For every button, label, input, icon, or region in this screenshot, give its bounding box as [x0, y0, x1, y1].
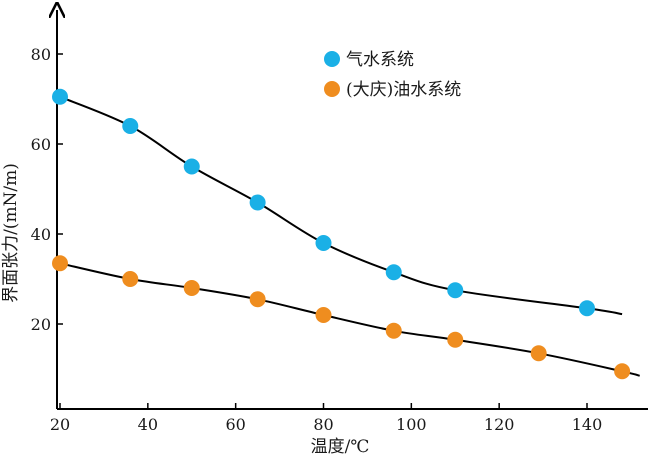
- series-1: [52, 88, 623, 317]
- y-tick-label: 20: [31, 315, 51, 334]
- series-2-point: [122, 271, 139, 287]
- series-2-point: [447, 331, 464, 348]
- y-tick-label: 60: [31, 135, 51, 154]
- series-1-point: [183, 158, 200, 175]
- ticks: 20 40 60 80 100 120 140 20 40 60 80: [31, 45, 603, 434]
- series-2-point: [385, 322, 402, 339]
- legend-label-2: (大庆)油水系统: [346, 80, 461, 100]
- series-2-point: [315, 307, 332, 323]
- series-2-point: [614, 363, 631, 380]
- series-1-point: [249, 194, 266, 211]
- series-1-point: [52, 88, 68, 105]
- legend-label-1: 气水系统: [346, 50, 414, 70]
- y-axis-title: 界面张力/(mN/m): [1, 163, 21, 303]
- series-2: [52, 255, 640, 380]
- series-1-point: [385, 264, 402, 281]
- series-2-line: [59, 262, 640, 377]
- series-2-point: [183, 280, 200, 296]
- legend-marker-2: [324, 81, 340, 97]
- series-2-point: [52, 255, 68, 272]
- series-layer: [52, 88, 640, 380]
- x-tick-label: 20: [50, 415, 70, 434]
- y-tick-label: 40: [31, 225, 51, 244]
- x-tick-label: 100: [396, 415, 427, 434]
- series-1-point: [315, 235, 332, 251]
- x-tick-label: 40: [138, 415, 158, 434]
- y-tick-label: 80: [31, 45, 51, 64]
- x-tick-label: 140: [572, 415, 603, 434]
- series-1-point: [122, 118, 139, 134]
- x-tick-label: 60: [225, 415, 245, 434]
- series-2-point: [530, 345, 547, 362]
- legend-marker-1: [324, 51, 340, 67]
- x-tick-label: 120: [484, 415, 515, 434]
- series-1-point: [579, 300, 595, 317]
- series-2-point: [249, 291, 266, 308]
- x-axis-title: 温度/℃: [311, 437, 370, 457]
- legend: 气水系统 (大庆)油水系统: [324, 50, 461, 100]
- series-1-point: [447, 282, 464, 299]
- axes: [57, 10, 648, 410]
- x-tick-label: 80: [313, 415, 333, 434]
